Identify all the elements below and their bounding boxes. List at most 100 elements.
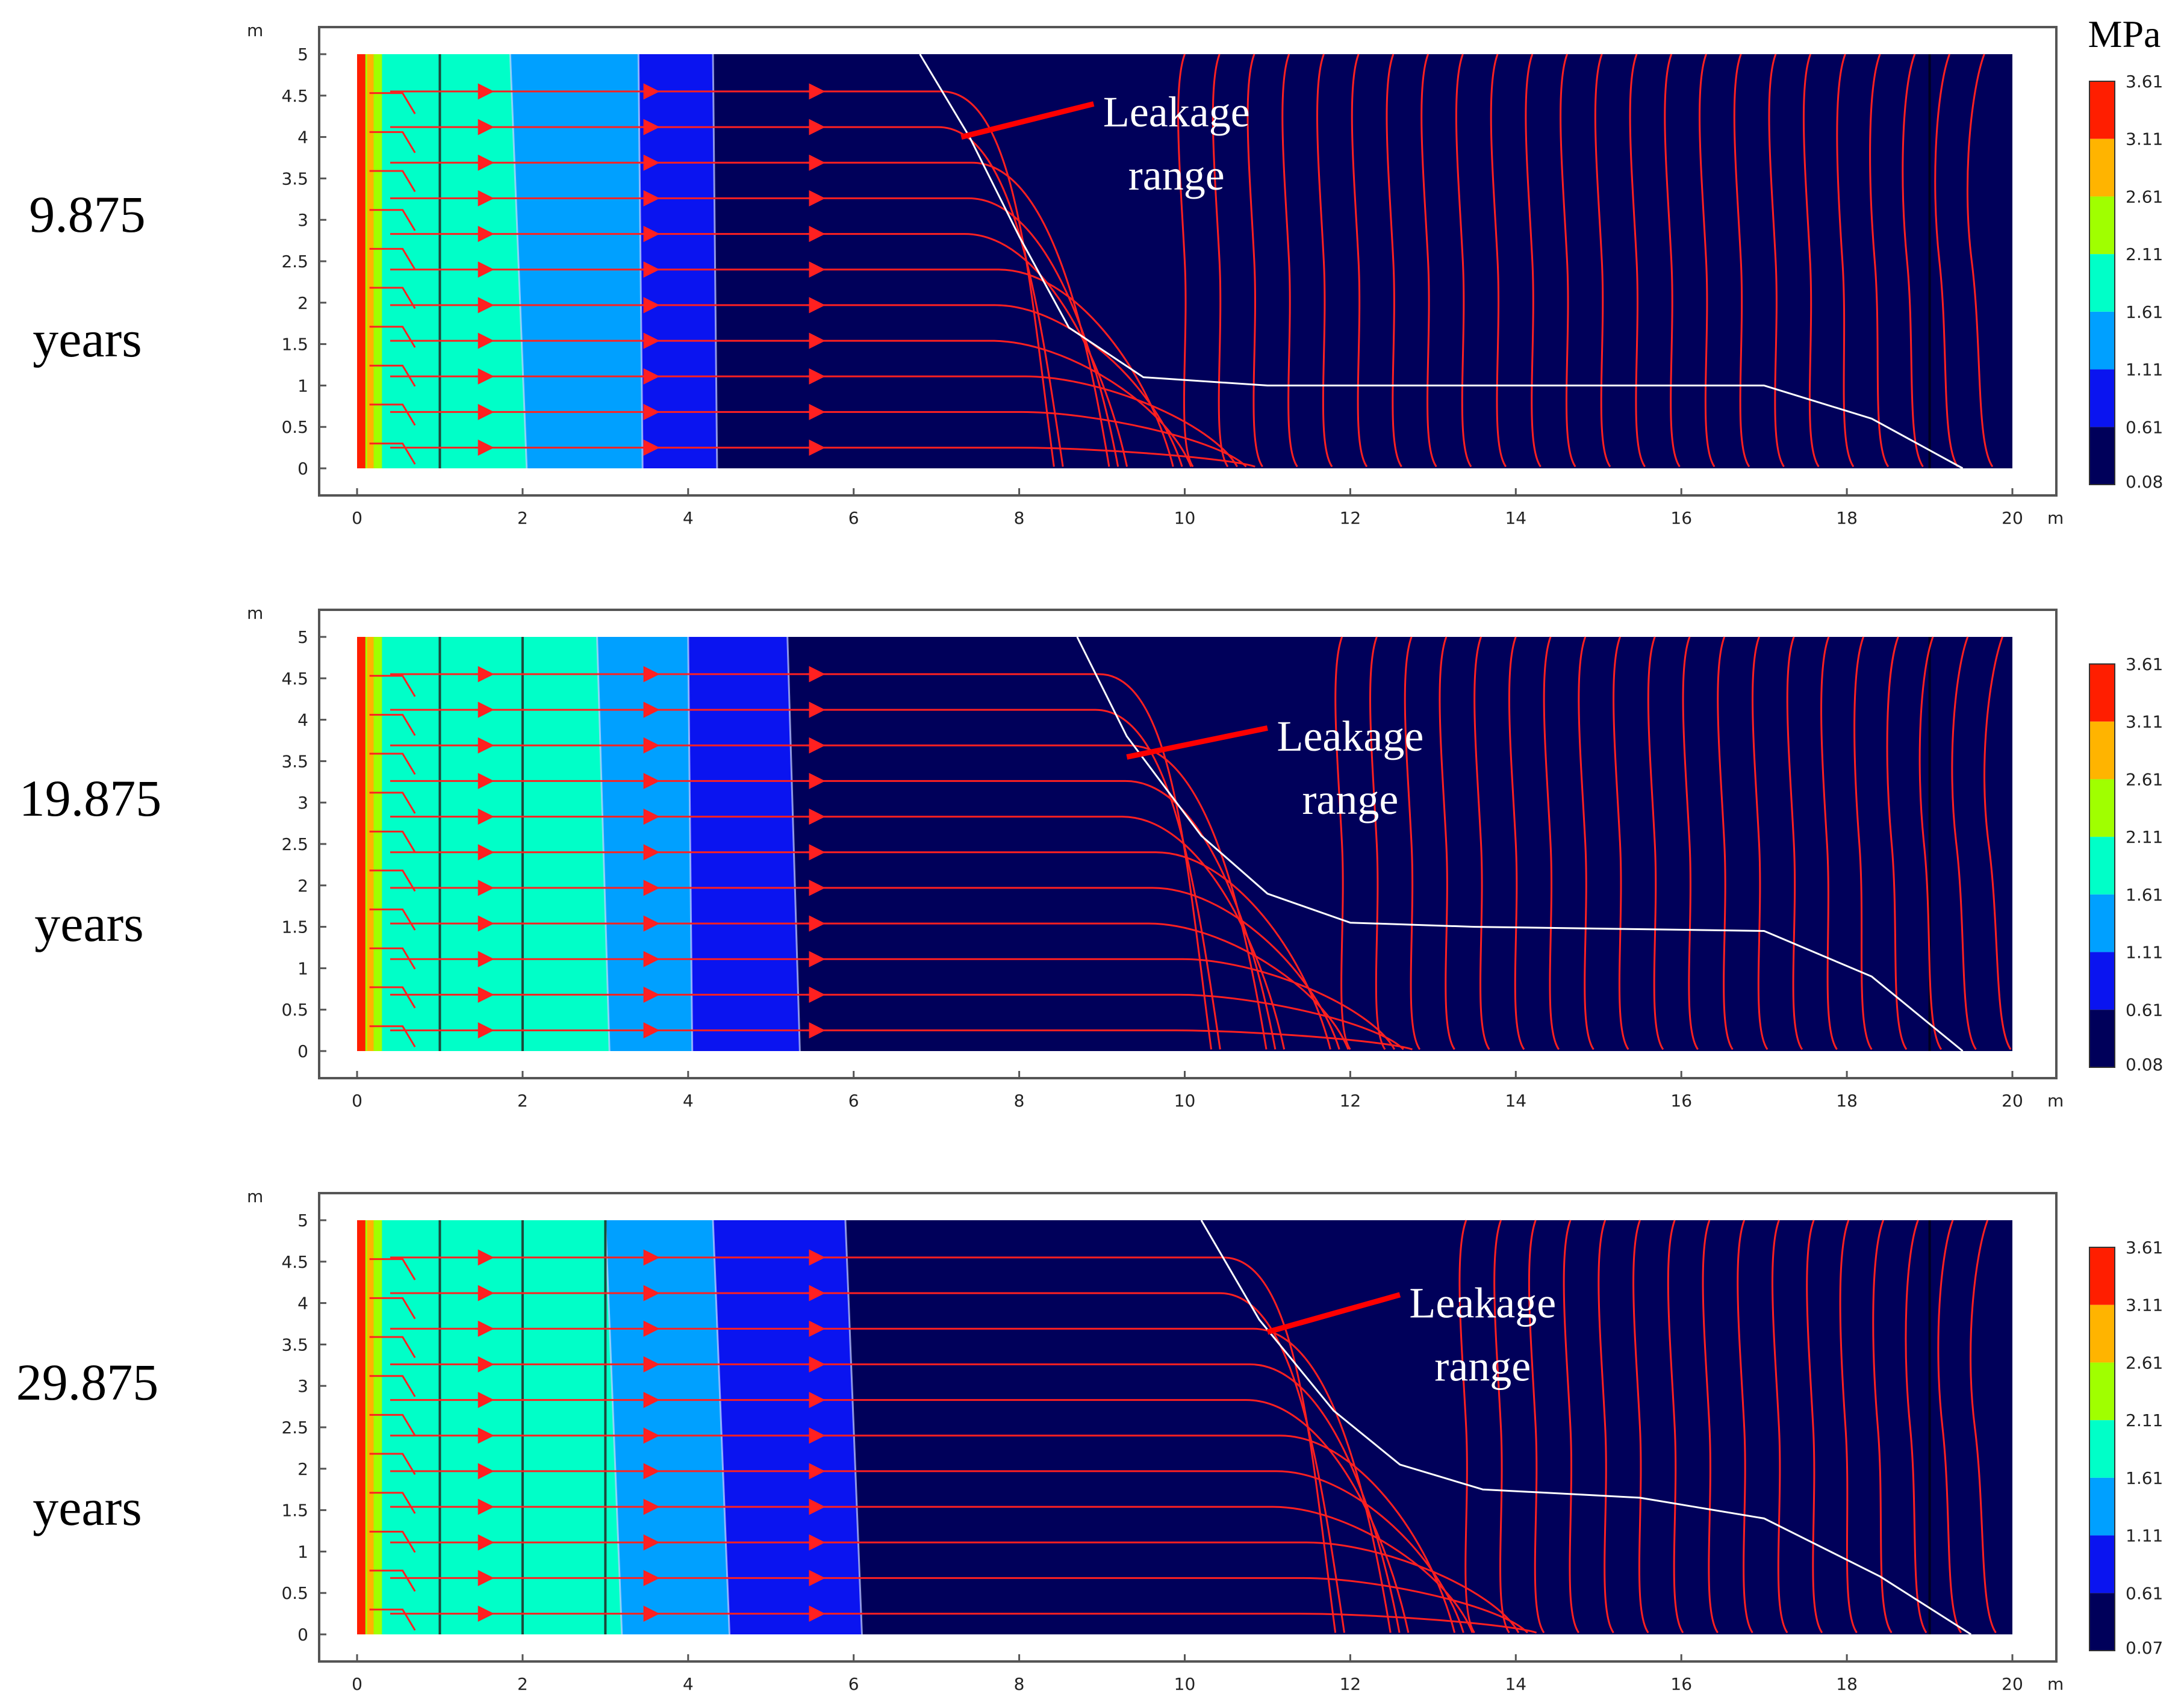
panel-1-streamline-h-6 (390, 233, 1128, 467)
panel-3-range-text: range (1434, 1342, 1531, 1390)
panel-2-streamline-left-3 (369, 908, 416, 931)
panel-3-time-label: 29.875 years (16, 1353, 159, 1536)
panel-3-y-tick-label-5: 2.5 (281, 1418, 308, 1438)
panel-3-colorbar-segment-1 (2089, 1304, 2115, 1363)
panel-3-streamline-v-163 (1702, 1220, 1719, 1634)
panel-2-colorbar-tick-6: 0.61 (2126, 1000, 2163, 1020)
panel-2-streamline-h-5 (390, 851, 1331, 1050)
panel-2-x-tick-label-3: 6 (848, 1091, 859, 1111)
panel-3-colorbar-segment-6 (2089, 1593, 2115, 1651)
panel-1-colorbar-segment-2 (2089, 196, 2115, 255)
panel-1-colorbar-segment-3 (2089, 254, 2115, 312)
panel-3-leakage-text: Leakage (1409, 1279, 1556, 1327)
panel-2-x-tick-label-10: 20 (2002, 1091, 2023, 1111)
panel-1-streamline-h-9 (390, 126, 1064, 467)
panel-1-streamline-v-188 (1902, 54, 1924, 468)
panel-2-streamline-left-1 (369, 986, 416, 1009)
panel-3-streamline-left-7 (369, 1336, 416, 1359)
panel-1-streamline-v-121 (1351, 54, 1368, 468)
panel-2-streamline-v-144 (1543, 636, 1560, 1050)
panel-1-contour-line-3 (637, 54, 644, 469)
panel-1-streamline-v-129 (1420, 54, 1437, 468)
panel-3-y-tick-label-4: 2 (297, 1459, 308, 1479)
panel-3-y-tick-label-1: 0.5 (281, 1583, 308, 1603)
panel-3-streamline-h-9 (390, 1292, 1345, 1633)
panel-3-x-tick-label-9: 18 (1836, 1674, 1858, 1694)
panel-1-streamline-v-171 (1768, 54, 1785, 468)
panel-2-x-unit: m (2047, 1091, 2064, 1111)
panel-3-colorbar-segment-5 (2089, 1535, 2115, 1593)
panel-2-range-text: range (1302, 775, 1398, 824)
panel-1-x-tick-label-7: 14 (1505, 508, 1526, 528)
panel-3-streamline-v-180 (1839, 1220, 1858, 1634)
panel-3-x-tick-label-7: 14 (1505, 1674, 1526, 1694)
panel-1-y-tick-label-5: 2.5 (281, 252, 308, 271)
panel-2-streamline-v-136 (1473, 636, 1490, 1050)
panel-3-streamline-v-176 (1806, 1220, 1823, 1634)
panel-3-streamline-v-134 (1458, 1220, 1475, 1634)
panel-3-contour-line-3 (712, 1220, 731, 1635)
panel-3-streamline-v-197 (1970, 1220, 1997, 1634)
panel-3-streamline-h-0 (390, 1613, 1537, 1634)
panel-3-contour-line-4 (844, 1220, 863, 1635)
panel-2-streamline-v-195 (1951, 636, 1977, 1050)
panel-2-streamline-v-161 (1682, 636, 1699, 1050)
panel-3-y-tick-label-0: 0 (297, 1625, 308, 1645)
panel-3-streamline-v-189 (1905, 1220, 1927, 1634)
panel-3-streamline-left-4 (369, 1453, 416, 1475)
panel-2-y-tick-label-0: 0 (297, 1041, 308, 1061)
panel-2-x-tick-label-8: 16 (1670, 1091, 1692, 1111)
panel-2-x-tick-label-9: 18 (1836, 1091, 1858, 1111)
panel-1-pressure-band-orange (367, 54, 374, 468)
panel-2-streamline-v-140 (1508, 636, 1525, 1050)
panel-1-streamline-left-0 (369, 442, 416, 465)
panel-3-streamline-v-142 (1528, 1220, 1545, 1634)
panel-2-streamline-v-190 (1918, 636, 1943, 1050)
panel-1-x-tick-label-10: 20 (2002, 508, 2023, 528)
panel-2-y-tick-label-5: 2.5 (281, 834, 308, 854)
panel-3-x-tick-label-5: 10 (1174, 1674, 1196, 1694)
panel-3-y-unit: m (247, 1187, 263, 1206)
panel-2-colorbar-segment-0 (2089, 664, 2115, 722)
panel-2-contour-line-3 (687, 636, 694, 1052)
panel-2-leakage-boundary (1076, 636, 1964, 1052)
panel-1-contour-line-2 (509, 54, 528, 469)
panel-2-streamline-v-127 (1404, 636, 1421, 1050)
panel-1-colorbar-tick-4: 1.61 (2126, 302, 2163, 322)
panel-1-leakage-leader (960, 101, 1095, 140)
panel-2-colorbar-tick-0: 3.61 (2126, 654, 2163, 674)
panel-1-streamline-left-4 (369, 287, 416, 309)
panel-3-colorbar-segment-4 (2089, 1477, 2115, 1536)
panel-3-streamline-v-193 (1937, 1220, 1962, 1634)
panel-1-y-tick-label-10: 5 (297, 45, 308, 64)
panel-3-colorbar-tick-5: 1.11 (2126, 1526, 2163, 1546)
panel-3-streamline-left-8 (369, 1297, 416, 1320)
panel-3-x-tick-label-4: 8 (1014, 1674, 1025, 1694)
panel-1-colorbar-tick-5: 1.11 (2126, 360, 2163, 380)
panel-1-streamline-v-192 (1934, 54, 1959, 468)
panel-1-streamline-v-134 (1455, 54, 1472, 468)
panel-2-pressure-band-yellow (373, 637, 382, 1051)
panel-3-streamline-h-4 (390, 1470, 1464, 1633)
panel-3-y-tick-label-7: 3.5 (281, 1335, 308, 1354)
panel-3-streamline-v-151 (1598, 1220, 1614, 1634)
panel-3-colorbar-tick-0: 3.61 (2126, 1238, 2163, 1258)
panel-1-streamline-left-8 (369, 131, 416, 154)
panel-1-colorbar-segment-1 (2089, 138, 2115, 197)
panel-2-x-tick-label-0: 0 (352, 1091, 362, 1111)
panel-2-streamline-v-182 (1853, 636, 1873, 1050)
panel-2-streamline-left-6 (369, 792, 416, 814)
panels-layer: 0 2 4 6 8 10 12 14 16 18 20 m00.511.522.533.544.55m… (247, 20, 2163, 1694)
panel-1-colorbar-tick-0: 3.61 (2126, 72, 2163, 92)
panel-2-y-tick-label-3: 1.5 (281, 917, 308, 937)
panel-1-colorbar-tick-3: 2.11 (2126, 244, 2163, 264)
panel-1-colorbar-segment-4 (2089, 311, 2115, 370)
panel-1-y-tick-label-8: 4 (297, 128, 308, 147)
panel-1-x-tick-label-2: 4 (683, 508, 694, 528)
panel-2-streamline-v-119 (1334, 636, 1351, 1050)
panel-1-streamline-h-8 (390, 161, 1110, 467)
panel-3-pressure-band-2 (357, 1220, 622, 1634)
panel-1-streamline-left-5 (369, 247, 416, 270)
panel-3-y-tick-label-8: 4 (297, 1294, 308, 1314)
panel-1-colorbar-frame (2089, 81, 2115, 485)
